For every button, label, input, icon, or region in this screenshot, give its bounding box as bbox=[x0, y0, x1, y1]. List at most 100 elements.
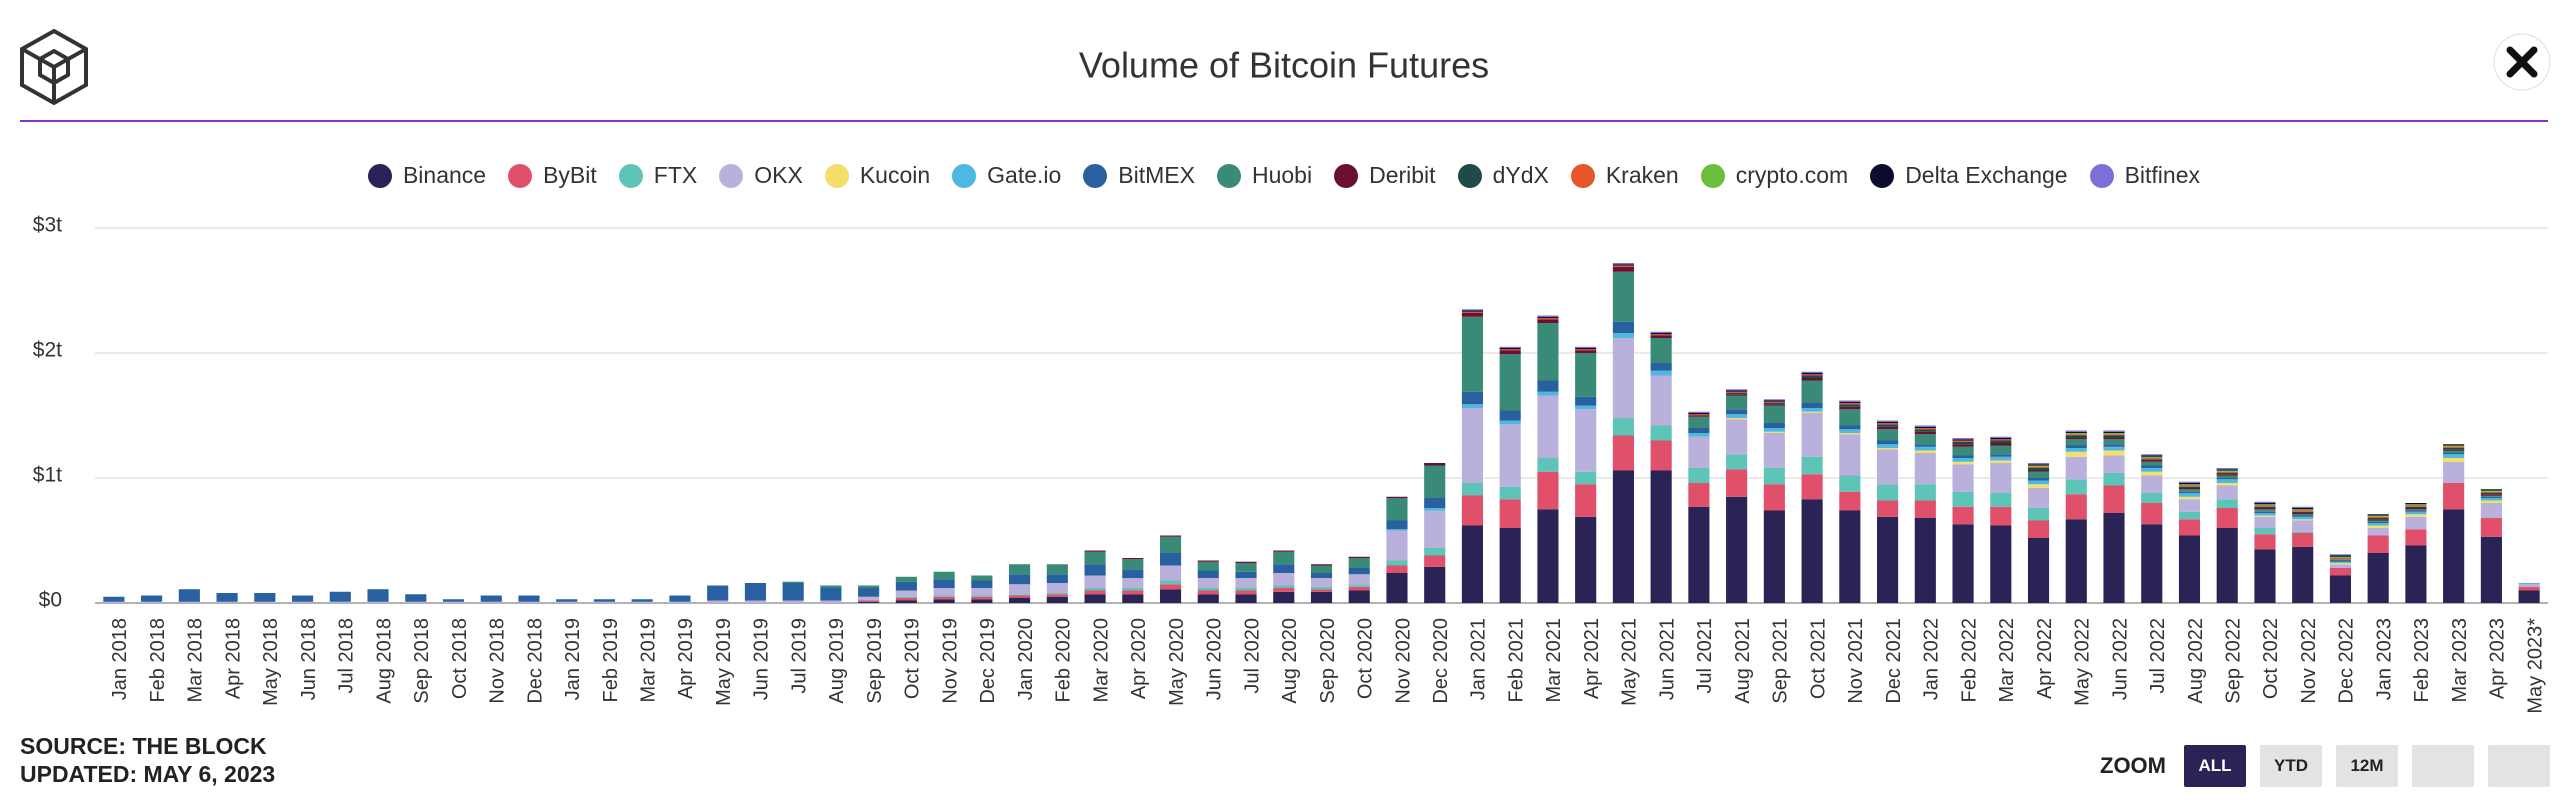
bar-segment bbox=[2027, 508, 2050, 521]
legend-item[interactable]: Deribit bbox=[1334, 162, 1436, 189]
bar-segment bbox=[1839, 401, 1861, 403]
x-tick-label: Mar 2019 bbox=[637, 618, 659, 703]
bar-segment bbox=[2216, 469, 2238, 471]
bar-segment bbox=[1877, 426, 1899, 430]
legend-item[interactable]: BitMEX bbox=[1083, 162, 1195, 189]
bar-segment bbox=[933, 595, 955, 597]
bar-segment bbox=[1688, 468, 1710, 483]
legend-item[interactable]: Bitfinex bbox=[2089, 162, 2200, 189]
bar-segment bbox=[1197, 570, 1219, 578]
bar-segment bbox=[2216, 478, 2238, 480]
x-tick-label: Feb 2021 bbox=[1505, 618, 1527, 703]
bar-segment bbox=[2329, 555, 2352, 557]
legend-item[interactable]: Delta Exchange bbox=[1870, 162, 2068, 189]
legend-item[interactable]: crypto.com bbox=[1700, 162, 1848, 189]
bar-segment bbox=[1461, 404, 1484, 408]
legend-item[interactable]: OKX bbox=[719, 162, 803, 189]
bar-segment bbox=[1499, 348, 1521, 350]
bar-segment bbox=[1537, 315, 1559, 317]
bar-segment bbox=[1310, 573, 1333, 578]
bar-segment bbox=[593, 599, 616, 602]
bar-segment bbox=[1801, 373, 1823, 375]
bar-segment bbox=[2292, 510, 2314, 512]
x-tick-label: Oct 2020 bbox=[1355, 618, 1377, 699]
bar-segment bbox=[2292, 509, 2314, 511]
bar-segment bbox=[1839, 403, 1861, 405]
bar-segment bbox=[2518, 586, 2540, 591]
bar-segment bbox=[2141, 461, 2163, 466]
zoom-button[interactable] bbox=[2412, 745, 2474, 787]
x-tick-label: Mar 2022 bbox=[1996, 618, 2018, 703]
legend-item[interactable]: Kucoin bbox=[824, 162, 930, 189]
bar-segment bbox=[1575, 471, 1597, 485]
bar-segment bbox=[1688, 506, 1710, 603]
zoom-button[interactable]: 12M bbox=[2336, 745, 2398, 787]
bar-segment bbox=[2443, 483, 2465, 510]
bar-segment bbox=[1801, 499, 1823, 603]
x-tick-label: Dec 2020 bbox=[1430, 618, 1452, 704]
bar-segment bbox=[1499, 354, 1521, 411]
bar-segment bbox=[1159, 580, 1182, 585]
bar-segment bbox=[2480, 495, 2502, 497]
bar-segment bbox=[2367, 528, 2389, 536]
bar-segment bbox=[1726, 390, 1748, 392]
bar-segment bbox=[2065, 433, 2087, 435]
x-tick-label: Oct 2021 bbox=[1807, 618, 1829, 699]
bar-segment bbox=[1877, 420, 1899, 422]
bar-segment bbox=[103, 601, 125, 603]
x-tick-label: Jan 2020 bbox=[1015, 618, 1037, 700]
bar-segment bbox=[1952, 491, 1974, 507]
zoom-button[interactable]: ALL bbox=[2184, 745, 2246, 787]
bar-segment bbox=[1159, 584, 1182, 590]
bar-segment bbox=[2141, 456, 2163, 458]
x-tick-label: Aug 2018 bbox=[373, 618, 395, 704]
bar-segment bbox=[2065, 439, 2087, 446]
bar-segment bbox=[1273, 585, 1295, 588]
legend-item[interactable]: Binance bbox=[367, 162, 486, 189]
bar-segment bbox=[1348, 558, 1370, 568]
bar-segment bbox=[1348, 574, 1370, 585]
bar-segment bbox=[2405, 504, 2427, 506]
bar-segment bbox=[329, 591, 351, 602]
bar-segment bbox=[933, 571, 955, 580]
bar-segment bbox=[1914, 426, 1936, 428]
bar-segment bbox=[2254, 516, 2276, 528]
bar-segment bbox=[2065, 438, 2087, 440]
bar-segment bbox=[2141, 459, 2163, 461]
legend-item[interactable]: ByBit bbox=[508, 162, 597, 189]
legend-item[interactable]: dYdX bbox=[1457, 162, 1549, 189]
bar-segment bbox=[1235, 590, 1257, 595]
zoom-button[interactable] bbox=[2488, 745, 2550, 787]
bar-segment bbox=[2027, 471, 2050, 478]
legend-item[interactable]: Kraken bbox=[1570, 162, 1679, 189]
bar-segment bbox=[1084, 550, 1106, 552]
bar-segment bbox=[1386, 498, 1408, 521]
legend-item[interactable]: Gate.io bbox=[952, 162, 1061, 189]
legend-item[interactable]: FTX bbox=[618, 162, 697, 189]
bar-segment bbox=[2027, 466, 2050, 468]
bar-segment bbox=[2329, 561, 2352, 563]
bar-segment bbox=[1839, 409, 1861, 426]
bar-segment bbox=[1273, 588, 1295, 592]
bar-segment bbox=[1688, 413, 1710, 415]
bar-segment bbox=[1537, 323, 1559, 381]
zoom-button[interactable]: YTD bbox=[2260, 745, 2322, 787]
bar-segment bbox=[2405, 511, 2427, 515]
bar-segment bbox=[1726, 409, 1748, 415]
bar-segment bbox=[1348, 556, 1370, 558]
bar-segment bbox=[2405, 516, 2427, 530]
bar-segment bbox=[2216, 528, 2238, 603]
bar-segment bbox=[1159, 589, 1182, 603]
bar-segment bbox=[1612, 333, 1634, 338]
legend-item[interactable]: Huobi bbox=[1216, 162, 1312, 189]
bar-segment bbox=[1537, 380, 1559, 392]
legend-swatch bbox=[1870, 163, 1895, 188]
bar-segment bbox=[2027, 520, 2050, 538]
bar-segment bbox=[1575, 516, 1597, 603]
bar-segment bbox=[2065, 434, 2087, 436]
bar-segment bbox=[1461, 313, 1484, 317]
bar-segment bbox=[2480, 503, 2502, 518]
bar-segment bbox=[2141, 493, 2163, 503]
close-button[interactable] bbox=[2493, 33, 2551, 91]
